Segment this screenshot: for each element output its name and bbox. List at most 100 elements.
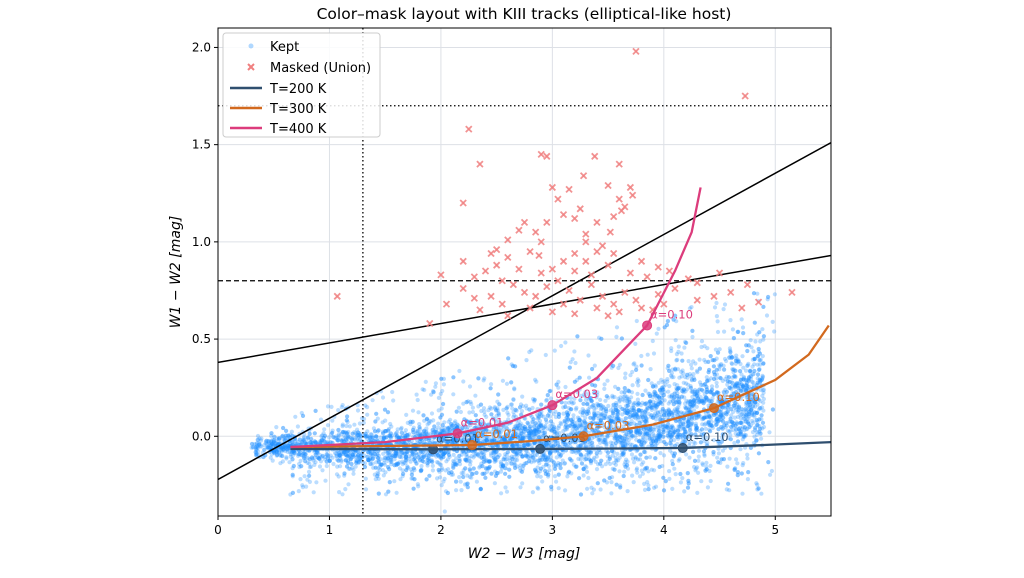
kept-point [518, 485, 522, 489]
kept-point [745, 349, 749, 353]
kept-point [643, 389, 647, 393]
kept-point [699, 479, 703, 483]
kept-point [395, 434, 399, 438]
kept-point [297, 489, 301, 493]
kept-point [571, 357, 575, 361]
kept-point [351, 472, 355, 476]
kept-point [626, 489, 630, 493]
kept-point [553, 467, 557, 471]
kept-point [435, 476, 439, 480]
kept-point [536, 487, 540, 491]
kept-point [638, 457, 642, 461]
kept-point [690, 366, 694, 370]
kept-point [581, 411, 585, 415]
kept-point [411, 420, 415, 424]
kept-point [356, 408, 360, 412]
kept-point [726, 482, 730, 486]
kept-point [725, 465, 729, 469]
kept-point [421, 455, 425, 459]
kept-point [609, 441, 613, 445]
kept-point [661, 476, 665, 480]
kept-point [336, 459, 340, 463]
kept-point [546, 473, 550, 477]
kept-point [648, 400, 652, 404]
kept-point [301, 485, 305, 489]
kept-point [623, 372, 627, 376]
kept-point [443, 509, 447, 513]
kept-point [675, 352, 679, 356]
kept-point [345, 464, 349, 468]
kept-point [547, 468, 551, 472]
kept-point [687, 456, 691, 460]
kept-point [604, 462, 608, 466]
kept-point [468, 463, 472, 467]
kept-point [621, 452, 625, 456]
kept-point [691, 372, 695, 376]
kept-point [577, 424, 581, 428]
kept-point [770, 469, 774, 473]
kept-point [511, 398, 515, 402]
kept-point [722, 368, 726, 372]
kept-point [471, 406, 475, 410]
kept-point [693, 361, 697, 365]
kept-point [762, 397, 766, 401]
kept-point [646, 353, 650, 357]
kept-point [527, 407, 531, 411]
kept-point [510, 402, 514, 406]
kept-point [304, 452, 308, 456]
kept-point [447, 453, 451, 457]
kept-point [411, 409, 415, 413]
kept-point [374, 466, 378, 470]
kept-point [582, 467, 586, 471]
kept-point [510, 457, 514, 461]
kept-point [608, 476, 612, 480]
kept-point [581, 402, 585, 406]
kept-point [630, 370, 634, 374]
kept-point [395, 491, 399, 495]
kept-point [459, 488, 463, 492]
kept-point [529, 348, 533, 352]
kept-point [698, 367, 702, 371]
kept-point [509, 461, 513, 465]
kept-point [667, 408, 671, 412]
kept-point [755, 418, 759, 422]
kept-point [424, 380, 428, 384]
kept-point [698, 358, 702, 362]
kept-point [558, 462, 562, 466]
kept-point [331, 462, 335, 466]
kept-point [437, 408, 441, 412]
kept-point [710, 399, 714, 403]
kept-point [308, 440, 312, 444]
kept-point [716, 319, 720, 323]
kept-point [687, 359, 691, 363]
kept-point [759, 492, 763, 496]
kept-point [559, 344, 563, 348]
kept-point [761, 305, 765, 309]
kept-point [563, 340, 567, 344]
kept-point [444, 459, 448, 463]
kept-point [689, 386, 693, 390]
kept-point [629, 422, 633, 426]
kept-point [692, 465, 696, 469]
kept-point [373, 452, 377, 456]
kept-point [658, 451, 662, 455]
kept-point [466, 482, 470, 486]
kept-point [709, 354, 713, 358]
kept-point [617, 469, 621, 473]
kept-point [269, 431, 273, 435]
kept-point [771, 407, 775, 411]
kept-point [579, 453, 583, 457]
kept-point [616, 458, 620, 462]
kept-point [682, 381, 686, 385]
kept-point [421, 459, 425, 463]
kept-point [419, 464, 423, 468]
kept-point [734, 354, 738, 358]
kept-point [652, 351, 656, 355]
kept-point [365, 413, 369, 417]
kept-point [653, 443, 657, 447]
kept-point [465, 400, 469, 404]
kept-point [670, 375, 674, 379]
kept-point [741, 461, 745, 465]
kept-point [536, 417, 540, 421]
